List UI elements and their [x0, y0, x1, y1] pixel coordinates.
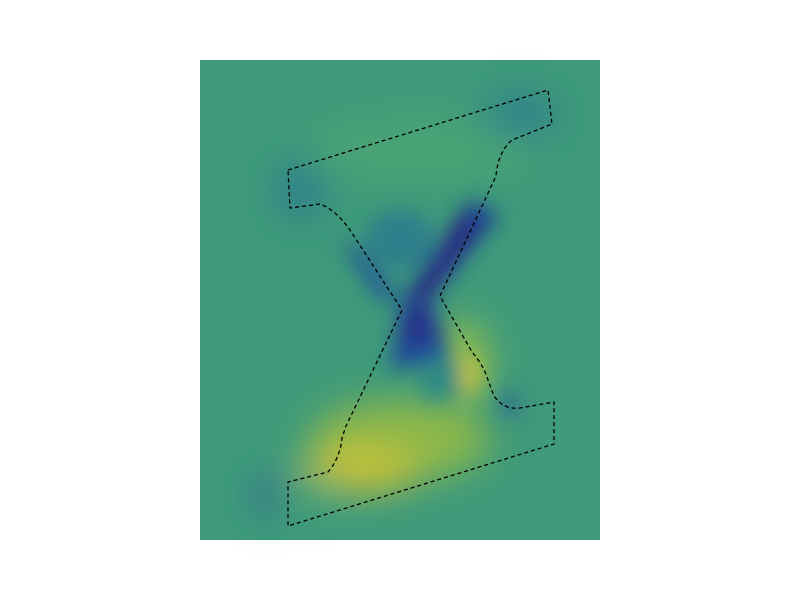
deformed-field	[200, 60, 600, 540]
reference-outline-dashed	[287, 89, 555, 527]
